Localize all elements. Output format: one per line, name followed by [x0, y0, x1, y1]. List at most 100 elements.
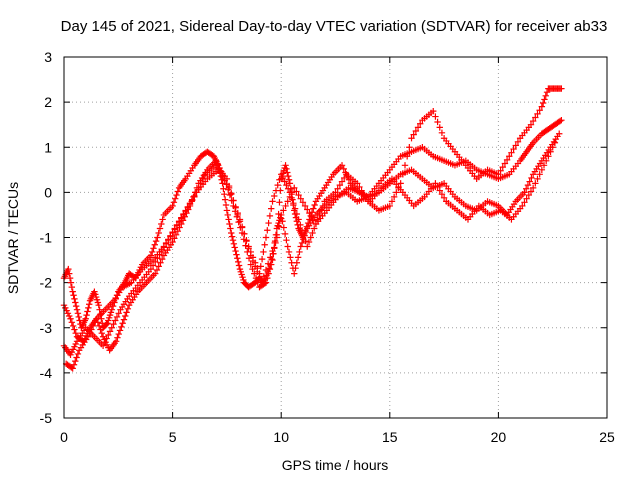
- data-point: [293, 210, 301, 218]
- data-point: [408, 135, 415, 142]
- data-point: [70, 292, 77, 299]
- data-point: [72, 329, 79, 337]
- data-point: [271, 192, 278, 200]
- data-point: [293, 188, 300, 195]
- data-point: [558, 116, 565, 124]
- data-point: [238, 223, 246, 230]
- data-point: [281, 230, 289, 238]
- data-point: [412, 127, 420, 135]
- grid-lines: [64, 57, 607, 418]
- x-tick-label: 0: [60, 429, 68, 445]
- data-point: [215, 166, 222, 174]
- data-point: [69, 288, 76, 295]
- data-point: [268, 261, 275, 268]
- data-point: [401, 162, 409, 169]
- data-point: [308, 213, 315, 220]
- data-point: [542, 92, 549, 100]
- data-point: [293, 259, 301, 266]
- data-point: [173, 191, 180, 199]
- data-point: [165, 236, 172, 243]
- data-point: [276, 199, 283, 206]
- data-point: [540, 162, 548, 169]
- data-point: [528, 174, 535, 182]
- data-point: [158, 220, 165, 228]
- data-point: [172, 195, 179, 202]
- data-point: [414, 124, 422, 131]
- data-point: [155, 229, 162, 237]
- data-point: [234, 258, 242, 266]
- data-point: [297, 195, 304, 202]
- data-point: [266, 212, 274, 220]
- data-point: [221, 196, 229, 203]
- data-point: [180, 210, 187, 218]
- data-point: [436, 124, 443, 131]
- data-point: [150, 245, 157, 252]
- data-point: [171, 225, 178, 232]
- series-track-a: [60, 116, 565, 331]
- data-point: [72, 299, 79, 306]
- y-axis-label: SDTVAR / TECUs: [5, 182, 21, 294]
- x-tick-label: 25: [599, 429, 615, 445]
- data-point: [88, 326, 95, 333]
- data-point: [300, 232, 307, 239]
- data-point: [551, 139, 559, 146]
- data-point: [386, 202, 393, 210]
- data-point: [432, 180, 439, 187]
- data-point: [169, 228, 176, 236]
- data-point: [556, 130, 563, 137]
- data-point: [440, 194, 448, 201]
- data-point: [283, 237, 290, 244]
- data-point: [273, 231, 281, 238]
- data-point: [223, 181, 231, 188]
- data-point: [234, 255, 241, 262]
- data-point: [118, 323, 125, 331]
- data-point: [235, 262, 243, 269]
- data-point: [191, 192, 198, 200]
- series-track-d: [62, 139, 559, 372]
- data-point: [523, 185, 530, 192]
- data-point: [66, 274, 74, 282]
- data-point: [228, 229, 235, 237]
- data-point: [157, 259, 164, 266]
- axis-ticks: [63, 56, 608, 419]
- y-tick-label: 0: [44, 184, 52, 200]
- data-point: [532, 180, 539, 187]
- data-points: [60, 85, 565, 372]
- data-point: [124, 305, 132, 312]
- plot-frame: [63, 56, 608, 419]
- tick-labels: 0 5 10 15 20 25 -5 -4 -3 -2 -1 0 1 2 3: [40, 49, 615, 445]
- data-point: [221, 177, 228, 184]
- data-point: [69, 322, 77, 330]
- data-point: [265, 270, 272, 277]
- data-point: [529, 117, 537, 125]
- data-point: [73, 306, 81, 313]
- y-tick-label: 3: [44, 49, 52, 65]
- data-point: [105, 331, 112, 339]
- data-point: [436, 187, 443, 194]
- data-point: [514, 138, 522, 146]
- data-point: [512, 142, 519, 149]
- data-point: [167, 232, 174, 239]
- x-axis-label: GPS time / hours: [282, 457, 389, 473]
- data-point: [291, 270, 298, 277]
- data-point: [147, 252, 155, 259]
- data-point: [68, 283, 76, 291]
- data-point: [284, 172, 292, 180]
- data-point: [228, 190, 235, 198]
- data-point: [340, 165, 347, 173]
- data-point: [251, 263, 259, 270]
- data-point: [222, 201, 230, 209]
- data-point: [556, 117, 564, 125]
- data-point: [82, 315, 89, 322]
- data-point: [305, 238, 313, 246]
- data-point: [236, 216, 244, 223]
- data-point: [307, 234, 314, 241]
- data-point: [89, 322, 97, 330]
- y-tick-label: -1: [40, 230, 53, 246]
- y-tick-label: -3: [40, 320, 53, 336]
- data-point: [284, 243, 291, 250]
- data-point: [265, 219, 272, 227]
- data-point: [534, 175, 541, 183]
- data-point: [68, 319, 76, 326]
- data-point: [268, 205, 275, 212]
